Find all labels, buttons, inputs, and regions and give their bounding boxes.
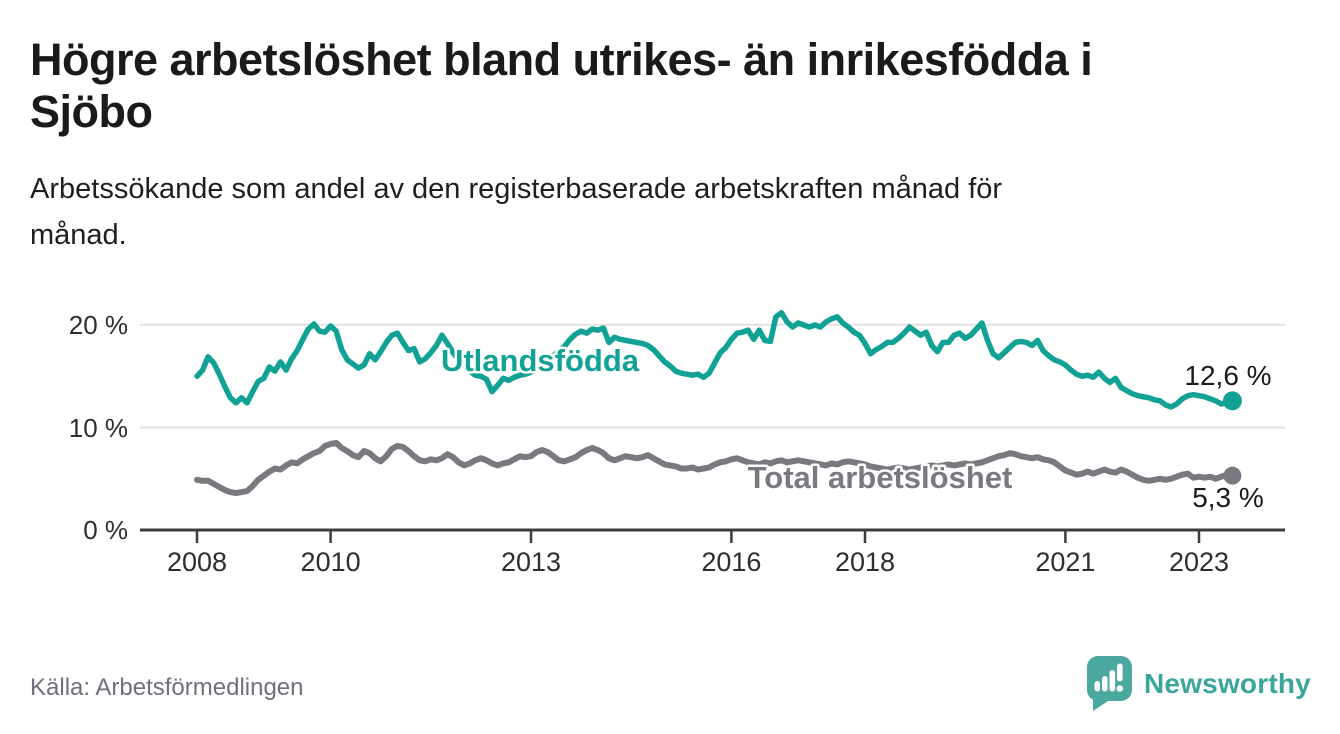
newsworthy-logo-text: Newsworthy [1144, 668, 1311, 699]
line-foreign-born [194, 309, 1236, 410]
y-tick-label-0: 0 % [83, 515, 128, 545]
newsworthy-logo: Newsworthy [1086, 655, 1311, 713]
y-tick-label-10: 10 % [69, 413, 128, 443]
x-tick-label-2010: 2010 [301, 547, 361, 577]
x-tick-label-2013: 2013 [501, 547, 561, 577]
x-tick-label-2018: 2018 [835, 547, 895, 577]
x-axis-ticks [195, 531, 1201, 543]
logo-exclamation-dot [1116, 685, 1124, 692]
y-tick-label-20: 20 % [69, 310, 128, 340]
x-tick-label-2021: 2021 [1035, 547, 1095, 577]
end-value-foreign-born: 12,6 % [1184, 360, 1271, 391]
subtitle-line-2: månad. [30, 219, 127, 251]
x-tick-label-2008: 2008 [167, 547, 227, 577]
logo-exclamation-bar [1117, 663, 1123, 682]
logo-bubble-tail [1093, 693, 1111, 711]
newsworthy-logo-icon [1087, 656, 1132, 711]
end-dot-foreign-born [1222, 391, 1242, 411]
subtitle-line-1: Arbetssökande som andel av den registerb… [30, 173, 1003, 205]
page-title: Högre arbetslöshet bland utrikes- än inr… [30, 34, 1310, 138]
x-tick-label-2016: 2016 [701, 547, 761, 577]
end-dot-total [1223, 466, 1242, 485]
series-label-foreign-born: Utlandsfödda [441, 343, 640, 378]
x-tick-label-2023: 2023 [1169, 547, 1229, 577]
end-value-total: 5,3 % [1192, 482, 1264, 513]
line-total-unemployment [194, 439, 1236, 497]
series-label-total: Total arbetslöshet [748, 460, 1013, 495]
source-note: Källa: Arbetsförmedlingen [30, 674, 304, 701]
title-line-2: Sjöbo [30, 86, 153, 137]
logo-chart-bars [1094, 663, 1124, 692]
chart-subtitle: Arbetssökande som andel av den registerb… [30, 166, 1310, 258]
title-line-1: Högre arbetslöshet bland utrikes- än inr… [30, 34, 1093, 85]
